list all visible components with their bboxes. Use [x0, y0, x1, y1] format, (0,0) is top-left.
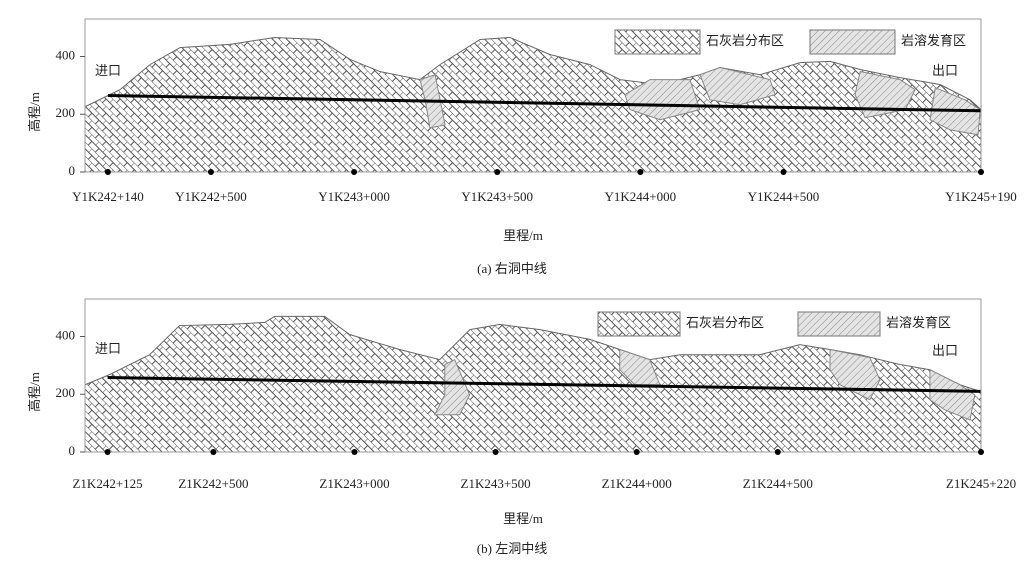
x-tick-dot — [210, 449, 217, 455]
karst-zone — [433, 358, 471, 416]
x-tick-label: Y1K245+190 — [945, 189, 1017, 204]
x-tick-label: Z1K245+220 — [946, 476, 1016, 491]
legend-swatch — [597, 311, 681, 337]
legend-swatch — [614, 29, 701, 55]
x-tick-dot — [492, 449, 499, 455]
karst-zone — [699, 66, 776, 106]
legend-swatch — [797, 311, 881, 337]
legend-label: 石灰岩分布区 — [686, 315, 764, 330]
plot-frame — [84, 18, 982, 173]
legend-label: 岩溶发育区 — [886, 315, 951, 330]
annotation: 出口 — [932, 63, 958, 78]
caption: (a) 右洞中线 — [477, 261, 547, 276]
x-tick-label: Z1K244+500 — [743, 476, 813, 491]
karst-zone — [624, 79, 701, 121]
karst-zone — [929, 368, 976, 421]
x-tick-label: Z1K243+500 — [461, 476, 531, 491]
x-tick-label: Z1K242+500 — [178, 476, 248, 491]
y-axis-label: 高程/m — [27, 92, 42, 132]
x-tick-label: Y1K243+500 — [461, 189, 533, 204]
legend-label: 石灰岩分布区 — [706, 33, 784, 48]
x-tick-label: Y1K244+000 — [605, 189, 677, 204]
annotation: 出口 — [932, 343, 958, 358]
x-axis-label: 里程/m — [503, 511, 543, 526]
limestone-area — [84, 36, 982, 173]
x-tick-dot — [207, 169, 214, 175]
x-tick-label: Z1K244+000 — [602, 476, 672, 491]
x-tick-dot — [104, 449, 111, 455]
x-tick-label: Y1K242+140 — [72, 189, 144, 204]
legend-label: 岩溶发育区 — [901, 33, 966, 48]
x-tick-dot — [351, 449, 358, 455]
x-tick-dot — [633, 449, 640, 455]
y-tick-label: 200 — [56, 105, 76, 120]
x-axis-label: 里程/m — [503, 228, 543, 243]
legend-swatch — [809, 29, 896, 55]
tunnel-line — [107, 94, 982, 113]
y-axis-label: 高程/m — [27, 372, 42, 412]
y-tick-label: 400 — [56, 328, 76, 343]
x-tick-label: Z1K242+125 — [72, 476, 142, 491]
x-tick-dot — [351, 169, 358, 175]
x-tick-label: Z1K243+000 — [319, 476, 389, 491]
tunnel-line — [107, 376, 982, 393]
karst-zone — [829, 348, 881, 401]
x-tick-dot — [774, 449, 781, 455]
x-tick-dot — [104, 169, 111, 175]
y-tick-label: 200 — [56, 385, 76, 400]
x-tick-dot — [978, 449, 984, 455]
annotation: 进口 — [95, 63, 121, 78]
plot-frame — [84, 298, 982, 453]
y-tick-label: 0 — [69, 443, 76, 458]
annotation: 进口 — [95, 341, 121, 356]
x-tick-label: Y1K242+500 — [175, 189, 247, 204]
x-tick-dot — [780, 169, 787, 175]
x-tick-label: Y1K243+000 — [318, 189, 390, 204]
y-tick-label: 400 — [56, 48, 76, 63]
x-tick-label: Y1K244+500 — [748, 189, 820, 204]
x-tick-dot — [978, 169, 984, 175]
x-tick-dot — [637, 169, 644, 175]
y-tick-label: 0 — [69, 163, 76, 178]
x-tick-dot — [494, 169, 501, 175]
caption: (b) 左洞中线 — [477, 541, 547, 556]
